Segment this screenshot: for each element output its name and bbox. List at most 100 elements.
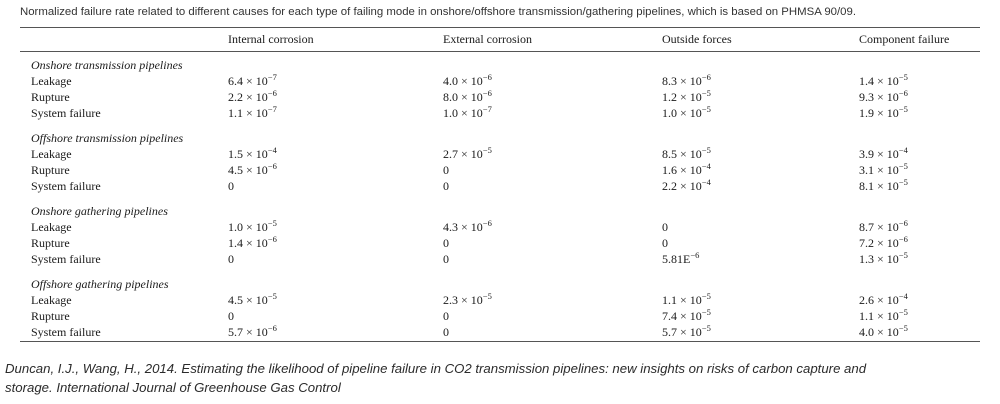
value-base: 9.3 × 10 [859,90,899,104]
value-cell: 0 [662,235,859,251]
value-cell: 1.9 × 10−5 [859,105,980,121]
value-exponent: −5 [898,177,908,187]
value-base: 1.4 × 10 [228,236,268,250]
value-exponent: −6 [898,88,908,98]
value-base: 0 [662,220,668,234]
value-exponent: −6 [267,323,277,333]
value-base: 1.1 × 10 [228,106,268,120]
row-label: System failure [31,106,101,120]
value-base: 1.1 × 10 [859,309,899,323]
value-base: 8.3 × 10 [662,74,702,88]
value-base: 7.4 × 10 [662,309,702,323]
row-label: Rupture [31,90,70,104]
value-exponent: −5 [701,323,711,333]
value-cell: 8.1 × 10−5 [859,178,980,194]
value-base: 3.1 × 10 [859,163,899,177]
value-exponent: −6 [267,234,277,244]
table-row: Leakage 6.4 × 10−7 4.0 × 10−6 8.3 × 10−6 1.4… [20,73,980,89]
value-cell: 0 [443,308,662,324]
value-exponent: −5 [482,291,492,301]
value-exponent: −5 [898,250,908,260]
failure-rate-table: Internal corrosion External corrosion Ou… [20,28,980,340]
value-base: 1.1 × 10 [662,293,702,307]
citation-line-1: Duncan, I.J., Wang, H., 2014. Estimating… [5,361,867,376]
value-cell: 1.4 × 10−6 [228,235,443,251]
column-header-internal-corrosion: Internal corrosion [228,32,314,46]
table-row: Rupture 2.2 × 10−6 8.0 × 10−6 1.2 × 10−5 9.3… [20,89,980,105]
value-base: 8.1 × 10 [859,179,899,193]
value-exponent: −5 [898,323,908,333]
value-cell: 0 [228,178,443,194]
value-base: 0 [228,309,234,323]
value-exponent: −6 [482,218,492,228]
value-exponent: −5 [701,88,711,98]
table-row: System failure 0 0 5.81E−6 1.3 × 10−5 [20,251,980,267]
value-base: 8.7 × 10 [859,220,899,234]
group-heading-row: Offshore transmission pipelines [20,130,980,146]
value-cell: 2.2 × 10−6 [228,89,443,105]
value-exponent: −6 [898,218,908,228]
value-cell: 4.5 × 10−5 [228,292,443,308]
group-heading-row: Offshore gathering pipelines [20,276,980,292]
value-cell: 1.1 × 10−5 [662,292,859,308]
group-title: Onshore transmission pipelines [31,58,183,72]
row-label: Rupture [31,163,70,177]
group-heading-row: Onshore transmission pipelines [20,57,980,73]
group-title: Onshore gathering pipelines [31,204,168,218]
value-cell: 3.9 × 10−4 [859,146,980,162]
row-label: System failure [31,325,101,339]
value-cell: 4.0 × 10−6 [443,73,662,89]
value-base: 4.0 × 10 [859,325,899,339]
value-exponent: −5 [701,291,711,301]
citation: Duncan, I.J., Wang, H., 2014. Estimating… [5,359,995,397]
value-base: 2.3 × 10 [443,293,483,307]
value-exponent: −6 [701,72,711,82]
value-exponent: −4 [898,291,908,301]
value-base: 4.0 × 10 [443,74,483,88]
value-exponent: −6 [267,161,277,171]
value-base: 2.2 × 10 [662,179,702,193]
column-header-component-failure: Component failure [859,32,950,46]
row-label: Rupture [31,236,70,250]
value-cell: 2.2 × 10−4 [662,178,859,194]
group-spacer [20,194,980,203]
value-exponent: −5 [898,104,908,114]
row-label: Leakage [31,220,72,234]
value-exponent: −5 [701,307,711,317]
value-exponent: −4 [701,177,711,187]
table-caption: Normalized failure rate related to diffe… [20,6,856,18]
value-exponent: −7 [482,104,492,114]
value-exponent: −5 [898,72,908,82]
group-spacer [20,267,980,276]
value-cell: 0 [443,251,662,267]
value-base: 0 [443,325,449,339]
value-cell: 1.5 × 10−4 [228,146,443,162]
table-row: Rupture 0 0 7.4 × 10−5 1.1 × 10−5 [20,308,980,324]
value-cell: 1.1 × 10−7 [228,105,443,121]
value-base: 2.6 × 10 [859,293,899,307]
table-row: Leakage 1.5 × 10−4 2.7 × 10−5 8.5 × 10−5 3.9… [20,146,980,162]
value-base: 6.4 × 10 [228,74,268,88]
value-exponent: −5 [267,218,277,228]
value-cell: 0 [228,251,443,267]
value-cell: 1.3 × 10−5 [859,251,980,267]
value-cell: 6.4 × 10−7 [228,73,443,89]
spacer-cell [20,121,980,130]
value-exponent: −4 [267,145,277,155]
row-label: Rupture [31,309,70,323]
value-exponent: −6 [690,250,700,260]
value-base: 5.7 × 10 [228,325,268,339]
value-exponent: −6 [267,88,277,98]
value-cell: 5.81E−6 [662,251,859,267]
value-cell: 1.2 × 10−5 [662,89,859,105]
value-cell: 5.7 × 10−5 [662,324,859,340]
value-cell: 1.4 × 10−5 [859,73,980,89]
spacer-cell [20,267,980,276]
value-exponent: −5 [701,145,711,155]
row-label: Leakage [31,293,72,307]
value-base: 7.2 × 10 [859,236,899,250]
header-row: Internal corrosion External corrosion Ou… [20,28,980,51]
value-base: 4.3 × 10 [443,220,483,234]
value-base: 8.5 × 10 [662,147,702,161]
value-exponent: −6 [482,88,492,98]
